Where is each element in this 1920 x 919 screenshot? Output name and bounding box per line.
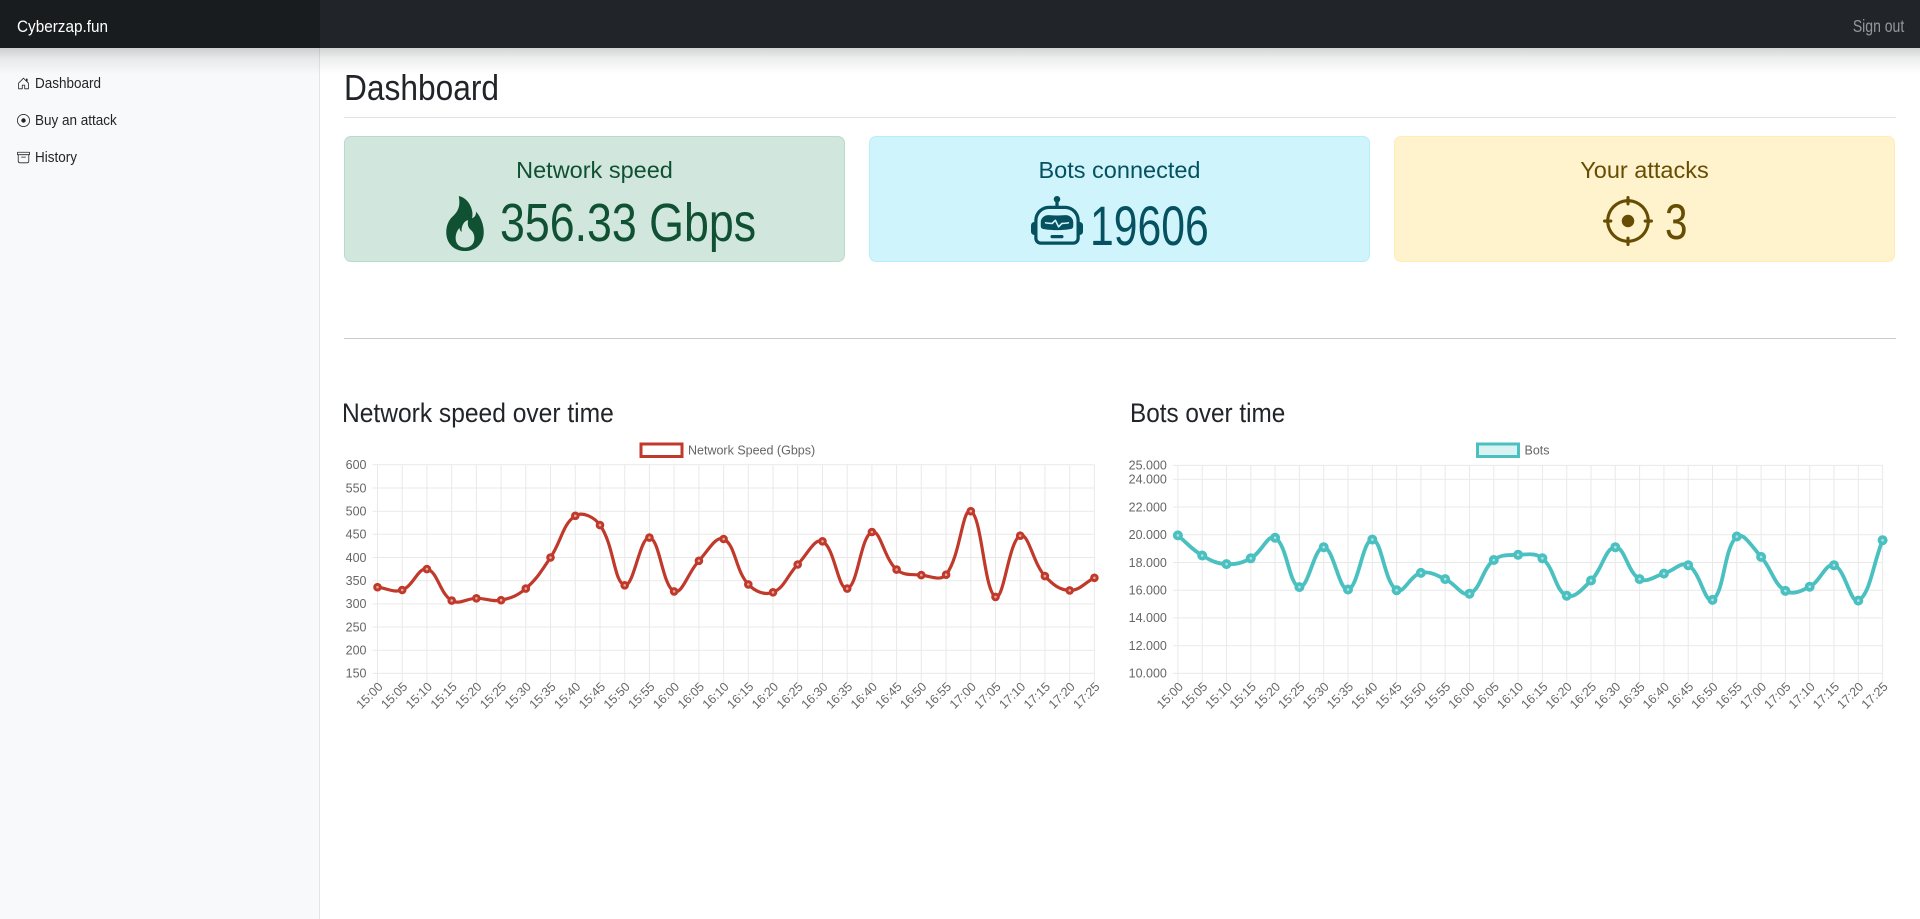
svg-text:15:25: 15:25 [477, 680, 509, 712]
svg-text:17:10: 17:10 [1786, 680, 1818, 712]
svg-text:15:50: 15:50 [1397, 680, 1429, 712]
svg-text:16:15: 16:15 [724, 680, 756, 712]
svg-text:17:15: 17:15 [1021, 680, 1053, 712]
svg-text:16:35: 16:35 [823, 680, 855, 712]
svg-text:15:55: 15:55 [1421, 680, 1453, 712]
svg-text:17:20: 17:20 [1834, 680, 1866, 712]
svg-text:16:20: 16:20 [1543, 680, 1575, 712]
svg-text:16:10: 16:10 [1494, 680, 1526, 712]
svg-text:15:00: 15:00 [1154, 680, 1186, 712]
svg-text:25.000: 25.000 [1129, 459, 1167, 473]
svg-text:17:05: 17:05 [972, 680, 1004, 712]
svg-text:16.000: 16.000 [1129, 584, 1167, 598]
svg-text:15:45: 15:45 [1373, 680, 1405, 712]
svg-text:17:00: 17:00 [1737, 680, 1769, 712]
svg-text:15:35: 15:35 [527, 680, 559, 712]
svg-text:15:45: 15:45 [576, 680, 608, 712]
svg-text:600: 600 [346, 458, 367, 472]
svg-text:17:25: 17:25 [1859, 680, 1891, 712]
svg-text:300: 300 [346, 597, 367, 611]
svg-text:16:40: 16:40 [1640, 680, 1672, 712]
svg-text:16:35: 16:35 [1616, 680, 1648, 712]
svg-text:15:30: 15:30 [502, 680, 534, 712]
svg-text:24.000: 24.000 [1129, 473, 1167, 487]
svg-text:16:40: 16:40 [848, 680, 880, 712]
svg-text:15:15: 15:15 [428, 680, 460, 712]
svg-text:12.000: 12.000 [1129, 639, 1167, 653]
svg-text:16:05: 16:05 [1470, 680, 1502, 712]
svg-text:16:15: 16:15 [1519, 680, 1551, 712]
svg-text:17:05: 17:05 [1762, 680, 1794, 712]
svg-text:15:05: 15:05 [1178, 680, 1210, 712]
svg-text:15:10: 15:10 [1203, 680, 1235, 712]
svg-text:15:05: 15:05 [378, 680, 410, 712]
svg-text:15:15: 15:15 [1227, 680, 1259, 712]
svg-text:15:50: 15:50 [601, 680, 633, 712]
svg-text:250: 250 [346, 620, 367, 634]
svg-text:16:55: 16:55 [922, 680, 954, 712]
svg-text:14.000: 14.000 [1129, 611, 1167, 625]
svg-text:16:20: 16:20 [749, 680, 781, 712]
svg-text:16:55: 16:55 [1713, 680, 1745, 712]
svg-text:15:20: 15:20 [1251, 680, 1283, 712]
svg-text:16:30: 16:30 [799, 680, 831, 712]
svg-text:200: 200 [346, 644, 367, 658]
svg-text:16:25: 16:25 [774, 680, 806, 712]
svg-text:18.000: 18.000 [1129, 556, 1167, 570]
svg-text:16:05: 16:05 [675, 680, 707, 712]
svg-text:15:40: 15:40 [1348, 680, 1380, 712]
svg-text:16:45: 16:45 [873, 680, 905, 712]
svg-text:17:25: 17:25 [1071, 680, 1103, 712]
svg-text:17:15: 17:15 [1810, 680, 1842, 712]
svg-text:16:50: 16:50 [897, 680, 929, 712]
svg-text:15:55: 15:55 [626, 680, 658, 712]
svg-text:15:35: 15:35 [1324, 680, 1356, 712]
svg-text:15:30: 15:30 [1300, 680, 1332, 712]
svg-text:16:00: 16:00 [650, 680, 682, 712]
svg-text:17:20: 17:20 [1046, 680, 1078, 712]
svg-text:16:45: 16:45 [1664, 680, 1696, 712]
svg-text:10.000: 10.000 [1129, 667, 1167, 681]
svg-text:350: 350 [346, 574, 367, 588]
svg-text:16:00: 16:00 [1446, 680, 1478, 712]
svg-text:15:25: 15:25 [1276, 680, 1308, 712]
svg-text:Network Speed (Gbps): Network Speed (Gbps) [688, 444, 815, 458]
svg-text:450: 450 [346, 528, 367, 542]
svg-text:15:20: 15:20 [453, 680, 485, 712]
svg-text:22.000: 22.000 [1129, 500, 1167, 514]
svg-text:17:00: 17:00 [947, 680, 979, 712]
svg-text:17:10: 17:10 [996, 680, 1028, 712]
svg-text:Bots: Bots [1525, 444, 1550, 458]
svg-text:16:10: 16:10 [700, 680, 732, 712]
svg-text:150: 150 [346, 667, 367, 681]
svg-text:15:10: 15:10 [403, 680, 435, 712]
svg-text:400: 400 [346, 551, 367, 565]
svg-text:15:40: 15:40 [551, 680, 583, 712]
svg-text:500: 500 [346, 505, 367, 519]
svg-text:16:50: 16:50 [1689, 680, 1721, 712]
svg-text:550: 550 [346, 481, 367, 495]
svg-text:20.000: 20.000 [1129, 528, 1167, 542]
svg-text:16:25: 16:25 [1567, 680, 1599, 712]
svg-text:16:30: 16:30 [1591, 680, 1623, 712]
svg-text:15:00: 15:00 [354, 680, 386, 712]
